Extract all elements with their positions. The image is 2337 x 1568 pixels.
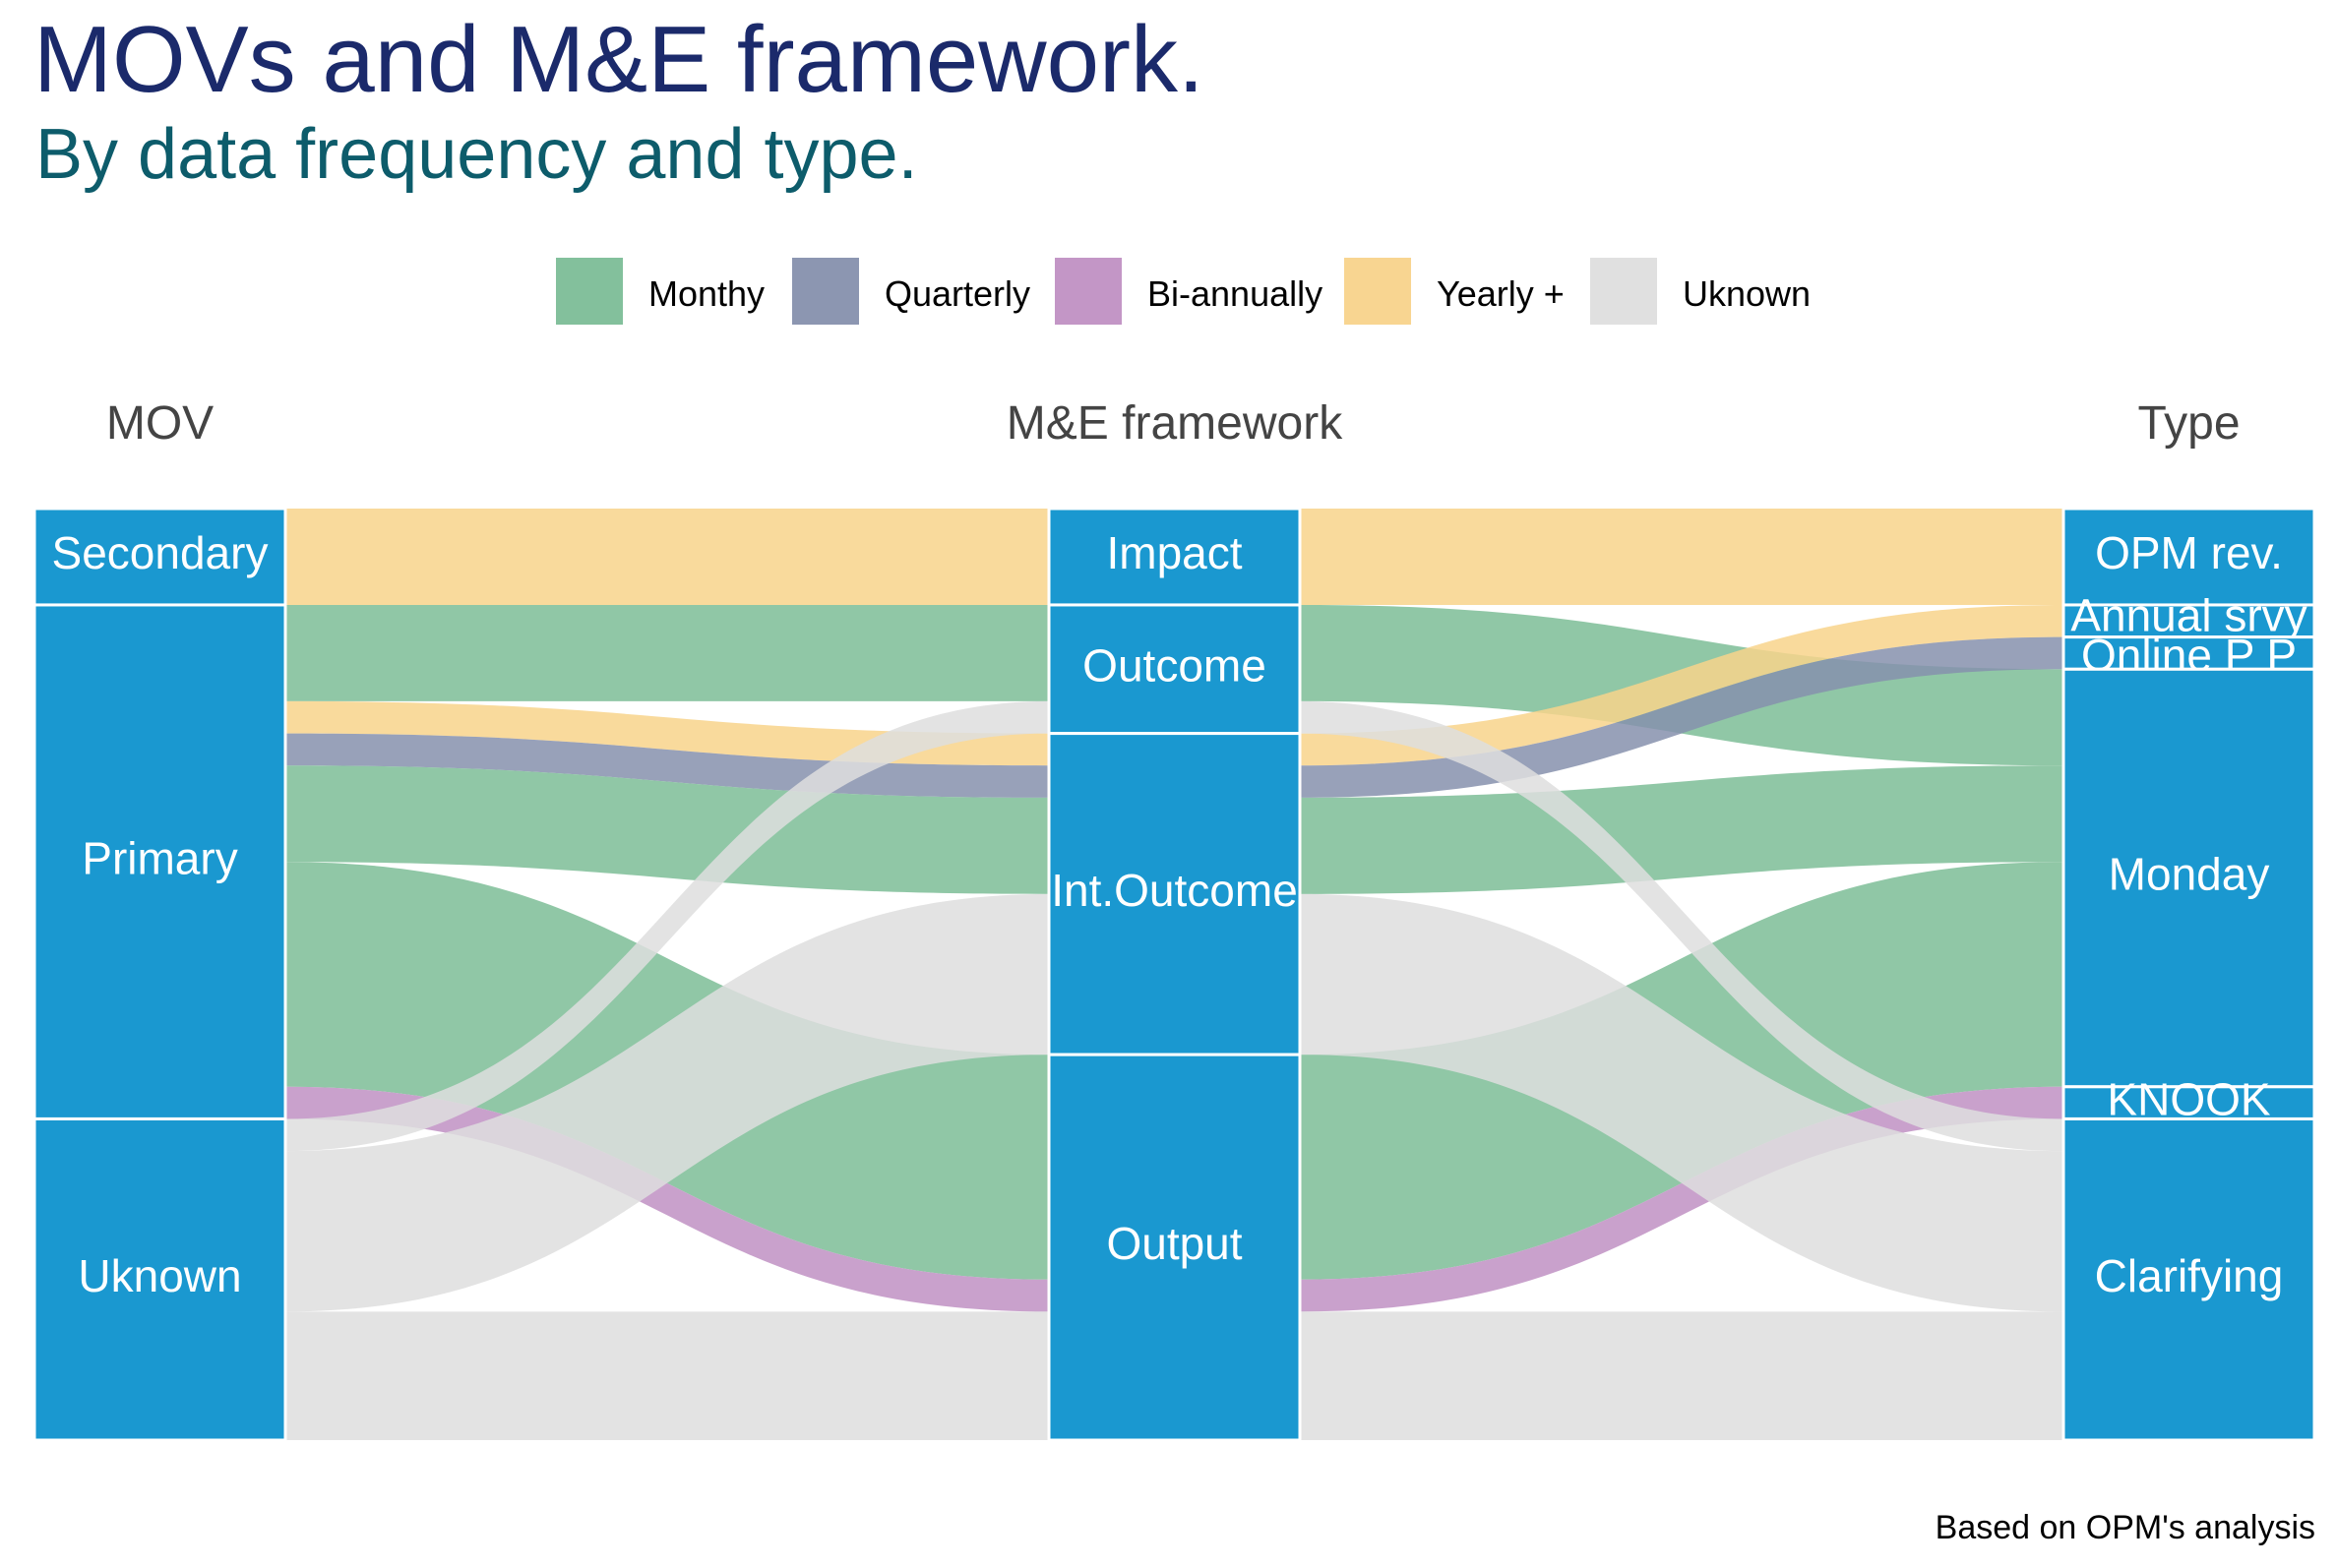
stratum-label-int-outcome: Int.Outcome [1051,865,1298,916]
legend-swatch-monthy [556,258,623,325]
stratum-knook [2061,1085,2316,1120]
flow-2-int-outcome-monday-monthy [1300,765,2063,894]
stratum-uknown [32,1116,287,1442]
flow-1-primary-int-outcome-quarterly [285,733,1049,798]
flow-2-output-knook-bi-annually [1300,1086,2063,1312]
legend-swatch-bi-annually [1055,258,1122,325]
stratum-label-output: Output [1106,1218,1242,1269]
stratum-label-annual-srvy: Annual srvy [2070,589,2306,640]
chart-caption: Based on OPM's analysis [1935,1509,2315,1546]
strata: Secondary Primary Uknown Impact Outcome Int.O… [32,507,2316,1442]
legend: Monthy Quarterly Bi-annually Yearly + Uknown [556,258,1811,325]
stratum-label-uknown: Uknown [78,1250,241,1301]
flow-2-output-clarifying-uknown [1300,1311,2063,1440]
legend-label-quarterly: Quarterly [885,273,1030,314]
flow-2-impact-opm-rev-yearly [1300,509,2063,605]
flow-1-uknown-output-uknown [285,1311,1049,1440]
legend-label-monthy: Monthy [648,273,765,314]
legend-label-bi-annually: Bi-annually [1147,273,1322,314]
stratum-label-outcome: Outcome [1082,639,1266,691]
stratum-output [1047,1053,1302,1442]
legend-label-uknown: Uknown [1683,273,1811,314]
stratum-monday [2061,667,2316,1089]
legend-swatch-quarterly [792,258,859,325]
flow-2-outcome-clarifying-uknown [1300,700,2063,1152]
flow-1-primary-output-bi-annually [285,1086,1049,1312]
stratum-label-impact: Impact [1106,527,1242,578]
flows [285,509,2063,1440]
legend-swatch-uknown [1590,258,1657,325]
legend-swatch-yearly [1344,258,1411,325]
stratum-primary [32,603,287,1120]
stratum-label-knook: KNOOK [2107,1073,2270,1124]
legend-label-yearly: Yearly + [1437,273,1565,314]
stratum-label-secondary: Secondary [52,527,269,578]
stratum-secondary [32,507,287,607]
axis-label-mov: MOV [106,397,214,450]
chart-title: MOVs and M&E framework. [33,7,1204,112]
axis-label-m-e-framework: M&E framework [1007,397,1343,450]
stratum-impact [1047,507,1302,607]
flow-1-primary-outcome-monthy [285,604,1049,701]
flow-1-primary-int-outcome-monthy [285,765,1049,894]
axis-labels: MOV M&E framework Type [106,397,2241,450]
chart-subtitle: By data frequency and type. [35,115,918,194]
flow-1-uknown-int-outcome-uknown [285,893,1049,1312]
stratum-int-outcome [1047,732,1302,1056]
stratum-label-primary: Primary [82,832,237,883]
stratum-label-clarifying: Clarifying [2095,1250,2284,1301]
stratum-clarifying [2061,1116,2316,1442]
flow-2-int-outcome-clarifying-uknown [1300,893,2063,1312]
flow-1-uknown-outcome-uknown [285,700,1049,1152]
axis-label-type: Type [2137,397,2240,450]
flow-1-secondary-impact-yearly [285,509,1049,605]
stratum-label-monday: Monday [2109,849,2270,900]
stratum-label-opm-rev: OPM rev. [2095,527,2283,578]
stratum-outcome [1047,603,1302,736]
flow-2-int-outcome-annual-srvy-yearly [1300,604,2063,766]
